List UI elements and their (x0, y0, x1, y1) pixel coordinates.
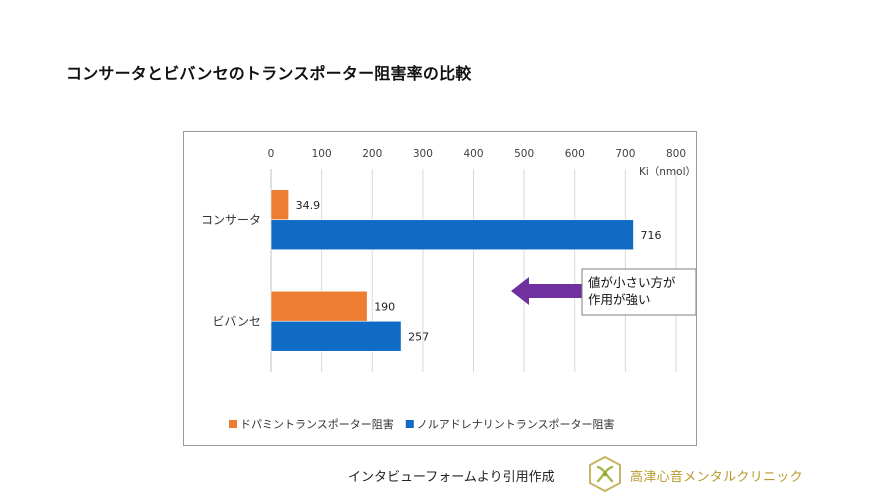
annotation-text: 値が小さい方が (588, 275, 676, 290)
bar (270, 219, 634, 251)
legend-swatch (405, 420, 414, 428)
category-label: ビバンセ (212, 314, 261, 328)
page-title: コンサータとビバンセのトランスポーター阻害率の比較 (66, 64, 472, 83)
category-label: コンサータ (201, 213, 261, 227)
x-tick-label: 200 (362, 148, 382, 160)
x-tick-label: 600 (565, 148, 585, 160)
x-axis-title: Ki（nmol） (639, 166, 696, 178)
legend-label: ノルアドレナリントランスポーター阻害 (417, 417, 615, 431)
clinic-name: 高津心音メンタルクリニック (630, 470, 803, 485)
chart-frame: 0 100 200 300 400 500 600 700 800 Ki（nmol） コンサータ 34… (183, 131, 697, 446)
clinic-logo-icon (589, 455, 621, 493)
x-tick-label: 500 (514, 148, 534, 160)
data-label: 190 (374, 300, 395, 313)
annotation-arrow-icon (511, 277, 582, 305)
legend-label: ドパミントランスポーター阻害 (240, 417, 394, 431)
annotation-box (581, 268, 696, 316)
x-tick-label: 100 (312, 148, 332, 160)
data-label: 34.9 (296, 199, 321, 212)
data-label: 257 (408, 330, 429, 343)
x-tick-label: 0 (268, 148, 275, 160)
x-tick-label: 300 (413, 148, 433, 160)
legend-swatch (229, 420, 237, 428)
source-credit: インタビューフォームより引用作成 (348, 470, 555, 485)
data-label: 716 (640, 229, 661, 242)
bar (270, 189, 289, 221)
bar-chart: 0 100 200 300 400 500 600 700 800 Ki（nmol） コンサータ 34… (201, 148, 696, 431)
bar (270, 320, 402, 352)
x-tick-label: 800 (666, 148, 686, 160)
x-tick-label: 400 (463, 148, 483, 160)
x-tick-label: 700 (615, 148, 635, 160)
bar (270, 290, 368, 322)
annotation-text: 作用が強い (588, 292, 651, 307)
